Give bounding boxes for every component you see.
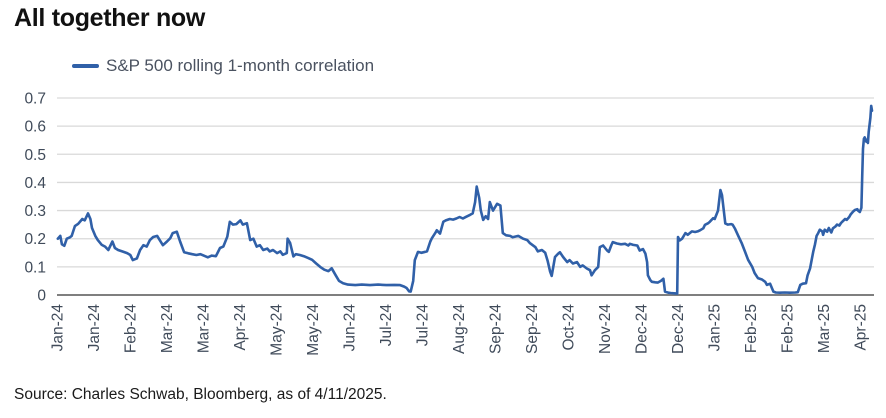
x-tick-label: Jan-25 [706, 304, 723, 351]
x-tick-label: Feb-25 [743, 304, 760, 353]
x-tick-label: Feb-24 [122, 304, 139, 353]
x-tick-label: Sep-24 [524, 304, 541, 354]
x-tick-label: Dec-24 [670, 304, 687, 354]
x-tick-label: May-24 [305, 304, 322, 356]
x-tick-label: Jan-24 [49, 304, 66, 352]
x-tick-label: Aug-24 [451, 304, 468, 354]
legend: S&P 500 rolling 1-month correlation [72, 56, 374, 76]
x-tick-label: Nov-24 [597, 304, 614, 354]
x-tick-label: Jan-24 [86, 304, 103, 352]
y-tick-label: 0.6 [24, 119, 46, 136]
x-tick-label: Sep-24 [487, 304, 504, 354]
page-title: All together now [14, 4, 206, 32]
y-tick-label: 0.4 [24, 175, 46, 192]
y-tick-label: 0.7 [24, 91, 46, 108]
x-tick-label: Mar-24 [195, 304, 212, 353]
y-tick-label: 0.3 [24, 203, 46, 220]
x-tick-label: May-24 [268, 304, 285, 356]
x-tick-label: Apr-24 [232, 304, 249, 351]
y-tick-label: 0.1 [24, 259, 46, 276]
x-tick-label: Feb-25 [779, 304, 796, 353]
y-tick-label: 0 [37, 288, 46, 305]
x-tick-label: Apr-25 [852, 304, 869, 351]
x-tick-label: Mar-24 [159, 304, 176, 353]
source-note: Source: Charles Schwab, Bloomberg, as of… [14, 386, 387, 403]
legend-line-swatch [72, 64, 99, 68]
x-tick-label: Jul-24 [414, 304, 431, 347]
x-tick-label: Jun-24 [341, 304, 358, 352]
x-tick-label: Jul-24 [378, 304, 395, 347]
y-tick-label: 0.2 [24, 231, 46, 248]
x-tick-label: Oct-24 [560, 304, 577, 351]
correlation-series-line [56, 104, 874, 295]
y-tick-label: 0.5 [24, 147, 46, 164]
x-tick-label: Dec-24 [633, 304, 650, 354]
legend-label: S&P 500 rolling 1-month correlation [106, 56, 375, 75]
x-tick-label: Mar-25 [816, 304, 833, 353]
